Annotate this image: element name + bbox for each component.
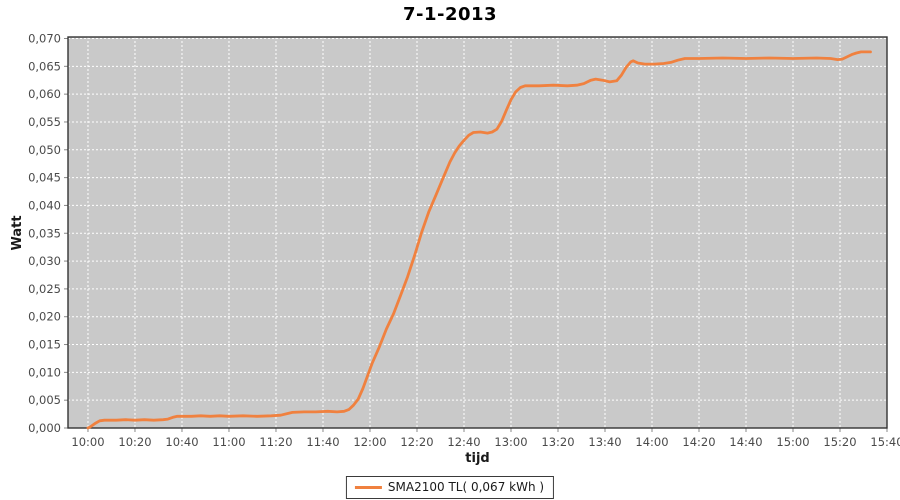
series-line-sma2100-tl xyxy=(86,50,872,430)
x-tick-label: 11:20 xyxy=(259,435,292,449)
x-tick-label: 15:20 xyxy=(823,435,856,449)
x-tick-label: 14:40 xyxy=(729,435,762,449)
x-tick-label: 12:20 xyxy=(400,435,433,449)
y-tick-label: 0,000 xyxy=(28,421,61,435)
x-tick-label: 12:00 xyxy=(353,435,386,449)
x-tick-label: 10:20 xyxy=(118,435,151,449)
y-tick-label: 0,025 xyxy=(28,282,61,296)
x-tick-label: 11:00 xyxy=(212,435,245,449)
plot-area: 0,000 0,005 0,010 0,015 0,020 0,025 0,030 0,035… xyxy=(28,32,900,450)
y-tick-label: 0,030 xyxy=(28,254,61,268)
y-tick-label: 0,020 xyxy=(28,310,61,324)
x-tick-label: 10:40 xyxy=(165,435,198,449)
legend-line-swatch xyxy=(354,485,382,489)
x-tick-label: 11:40 xyxy=(306,435,339,449)
x-axis-title: tijd xyxy=(465,451,490,466)
y-tick-label: 0,055 xyxy=(28,115,61,129)
y-tick-label: 0,065 xyxy=(28,59,61,73)
y-tick-label: 0,010 xyxy=(28,365,61,379)
chart-title: 7-1-2013 xyxy=(402,4,498,25)
x-tick-label: 10:00 xyxy=(71,435,104,449)
x-tick-label: 14:20 xyxy=(682,435,715,449)
y-tick-label: 0,045 xyxy=(28,171,61,185)
y-tick-label: 0,060 xyxy=(28,87,61,101)
y-tick-label: 0,035 xyxy=(28,226,61,240)
x-tick-label: 14:00 xyxy=(635,435,668,449)
x-tick-label: 13:40 xyxy=(588,435,621,449)
y-tick-label: 0,070 xyxy=(28,32,61,46)
legend-label: SMA2100 TL( 0,067 kWh ) xyxy=(387,480,545,494)
y-tick-label: 0,040 xyxy=(28,198,61,212)
y-tick-label: 0,050 xyxy=(28,143,61,157)
y-tick-label: 0,015 xyxy=(28,338,61,352)
x-tick-label: 13:20 xyxy=(541,435,574,449)
y-tick-label: 0,005 xyxy=(28,393,61,407)
legend: SMA2100 TL( 0,067 kWh ) xyxy=(345,476,555,499)
y-axis-title: Watt xyxy=(10,215,25,251)
x-tick-label: 15:00 xyxy=(776,435,809,449)
x-tick-label: 13:00 xyxy=(494,435,527,449)
x-tick-label: 12:40 xyxy=(447,435,480,449)
x-tick-label: 15:40 xyxy=(870,435,900,449)
